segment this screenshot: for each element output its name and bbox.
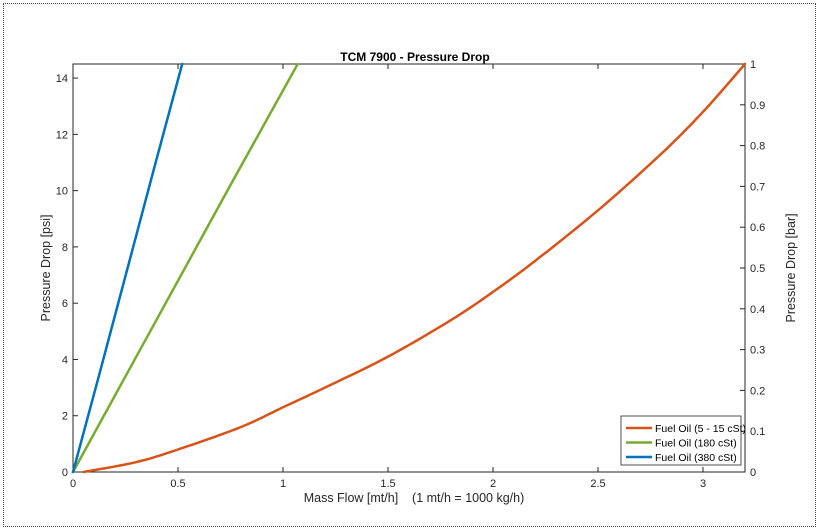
y2-tick-label: 0.7 — [750, 181, 765, 193]
y-tick-label: 0 — [62, 467, 68, 479]
y-axis-label: Pressure Drop [psi] — [39, 215, 53, 322]
plot-area — [72, 63, 746, 473]
y-tick-label: 10 — [56, 186, 68, 198]
series-line-0 — [82, 62, 747, 474]
legend-entry: Fuel Oil (5 - 15 cSt) — [655, 423, 746, 435]
y2-tick-label: 0.3 — [750, 345, 765, 357]
legend: Fuel Oil (5 - 15 cSt) Fuel Oil (180 cSt) F… — [620, 415, 746, 466]
y-tick-label: 4 — [62, 354, 68, 366]
y-tick-label: 14 — [56, 73, 68, 85]
y2-axis-label: Pressure Drop [bar] — [784, 213, 798, 322]
y-axis-right: 0 0.1 0.2 0.3 0.4 0.5 0.6 0.7 0.8 0.9 1 — [740, 59, 765, 479]
x-axis-label: Mass Flow [mt/h] (1 mt/h = 1000 kg/h) — [304, 491, 525, 505]
y2-tick-label: 0.6 — [750, 222, 765, 234]
x-tick-label: 2 — [490, 478, 496, 490]
x-axis: 0 0.5 1 1.5 2 2.5 3 — [70, 64, 706, 490]
y-tick-label: 6 — [62, 298, 68, 310]
x-tick-label: 1.5 — [380, 478, 395, 490]
series-line-2 — [71, 62, 184, 474]
y-tick-label: 8 — [62, 242, 68, 254]
y-tick-label: 2 — [62, 411, 68, 423]
legend-entry: Fuel Oil (380 cSt) — [655, 452, 737, 464]
series-line-1 — [71, 62, 299, 474]
x-tick-label: 0.5 — [170, 478, 185, 490]
x-tick-label: 1 — [280, 478, 286, 490]
y2-tick-label: 0.8 — [750, 141, 765, 153]
x-tick-label: 0 — [70, 478, 76, 490]
y2-tick-label: 0.4 — [750, 304, 765, 316]
legend-box — [620, 415, 742, 466]
y2-tick-label: 0 — [750, 467, 756, 479]
y2-tick-label: 0.9 — [750, 100, 765, 112]
chart-title: TCM 7900 - Pressure Drop — [340, 50, 489, 64]
y2-tick-label: 0.2 — [750, 385, 765, 397]
y-tick-label: 12 — [56, 129, 68, 141]
x-tick-label: 3 — [700, 478, 706, 490]
y-axis-left: 0 2 4 6 8 10 12 14 — [56, 73, 78, 479]
y2-tick-label: 0.5 — [750, 263, 765, 275]
figure-frame — [3, 3, 816, 527]
y2-tick-label: 0.1 — [750, 426, 765, 438]
y2-tick-label: 1 — [750, 59, 756, 71]
series-layer — [71, 62, 747, 474]
legend-entry: Fuel Oil (180 cSt) — [655, 438, 737, 450]
x-tick-label: 2.5 — [590, 478, 605, 490]
